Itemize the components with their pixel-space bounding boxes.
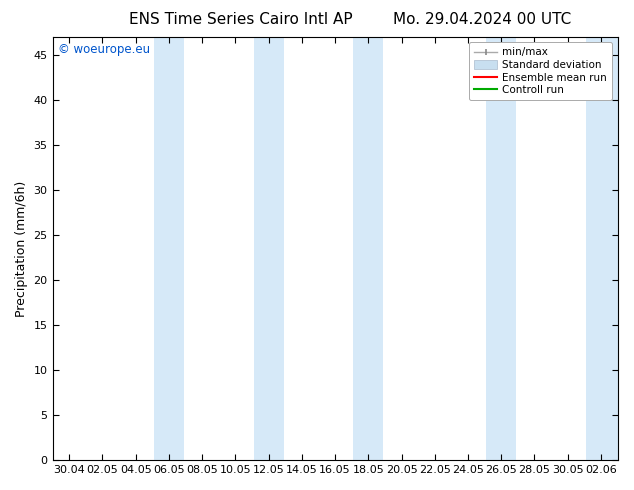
Text: ENS Time Series Cairo Intl AP: ENS Time Series Cairo Intl AP — [129, 12, 353, 27]
Text: Mo. 29.04.2024 00 UTC: Mo. 29.04.2024 00 UTC — [392, 12, 571, 27]
Bar — [353, 37, 384, 460]
Bar — [586, 37, 621, 460]
Bar — [254, 37, 283, 460]
Y-axis label: Precipitation (mm/6h): Precipitation (mm/6h) — [15, 180, 28, 317]
Legend: min/max, Standard deviation, Ensemble mean run, Controll run: min/max, Standard deviation, Ensemble me… — [469, 42, 612, 100]
Bar — [154, 37, 184, 460]
Text: © woeurope.eu: © woeurope.eu — [58, 44, 150, 56]
Bar — [486, 37, 516, 460]
